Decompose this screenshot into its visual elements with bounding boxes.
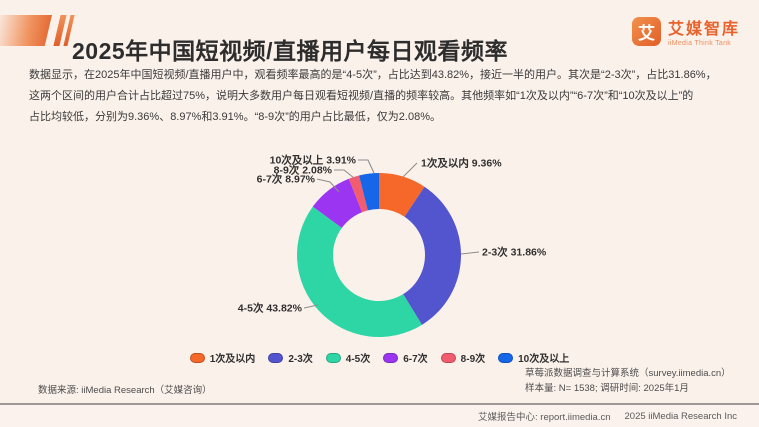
bottom-bar: 艾媒报告中心: report.iimedia.cn 2025 iiMedia R… <box>0 403 759 427</box>
legend-label: 8-9次 <box>460 354 486 365</box>
legend-swatch <box>189 352 205 363</box>
iimedia-logo: 艾 艾媒智库 iiMedia Think Tank <box>631 15 740 47</box>
legend-swatch <box>383 352 399 363</box>
copyright-text: 2025 iiMedia Research Inc <box>624 410 737 422</box>
legend-item: 1次及以内 <box>189 350 256 365</box>
logo-subtitle: iiMedia Think Tank <box>667 40 732 47</box>
summary-line: 这两个区间的用户合计占比超过75%，说明大多数用户每日观看短视频/直播的频率较高… <box>29 90 694 102</box>
label-leader-line <box>303 304 319 309</box>
donut-slice-1 <box>379 173 425 217</box>
summary-paragraph: 数据显示，在2025年中国短视频/直播用户中，观看频率最高的是“4-5次”，占比… <box>29 65 741 128</box>
legend-swatch <box>268 352 284 363</box>
iimedia-logo-icon: 艾 <box>631 16 661 46</box>
legend-swatch <box>440 352 456 363</box>
data-source-left: 数据来源: iiMedia Research（艾媒咨询） <box>38 385 212 396</box>
data-source-right: 草莓派数据调查与计算系统（survey.iimedia.cn） 样本量: N= … <box>525 366 731 396</box>
survey-system-text: 草莓派数据调查与计算系统（survey.iimedia.cn） <box>525 368 731 379</box>
page-title: 2025年中国短视频/直播用户每日观看频率 <box>72 38 509 65</box>
legend-item: 2-3次 <box>268 350 313 365</box>
label-leader-line <box>316 178 340 193</box>
donut-slice-5 <box>348 175 368 213</box>
donut-slice-3 <box>297 206 422 337</box>
legend-swatch <box>498 352 514 363</box>
legend-label: 1次及以内 <box>209 354 256 365</box>
label-leader-line <box>460 251 480 255</box>
summary-line: 占比均较低，分别为9.36%、8.97%和3.91%。“8-9次”的用户占比最低… <box>29 111 441 123</box>
label-leader-line <box>334 169 355 179</box>
legend-item: 10次及以上 <box>498 350 569 365</box>
donut-slice-2 <box>403 186 461 325</box>
legend-label: 4-5次 <box>345 354 371 365</box>
donut-slice-4 <box>312 178 363 228</box>
legend-item: 4-5次 <box>325 350 371 365</box>
title-accent-bar <box>0 15 52 46</box>
label-leader-line <box>358 159 375 174</box>
legend-swatch <box>325 352 341 363</box>
logo-name: 艾媒智库 <box>667 21 740 38</box>
legend-label: 2-3次 <box>288 354 313 365</box>
chart-legend: 1次及以内 2-3次 4-5次 6-7次 8-9次 10次及以上 <box>0 350 759 365</box>
legend-label: 6-7次 <box>403 354 428 365</box>
legend-item: 6-7次 <box>383 350 428 365</box>
report-center-text: 艾媒报告中心: report.iimedia.cn <box>478 412 611 423</box>
summary-line: 数据显示，在2025年中国短视频/直播用户中，观看频率最高的是“4-5次”，占比… <box>29 69 717 81</box>
sample-info-text: 样本量: N= 1538; 调研时间: 2025年1月 <box>525 383 689 394</box>
donut-slice-6 <box>359 173 379 211</box>
legend-item: 8-9次 <box>440 350 486 365</box>
label-leader-line <box>402 162 418 178</box>
legend-label: 10次及以上 <box>518 354 570 365</box>
